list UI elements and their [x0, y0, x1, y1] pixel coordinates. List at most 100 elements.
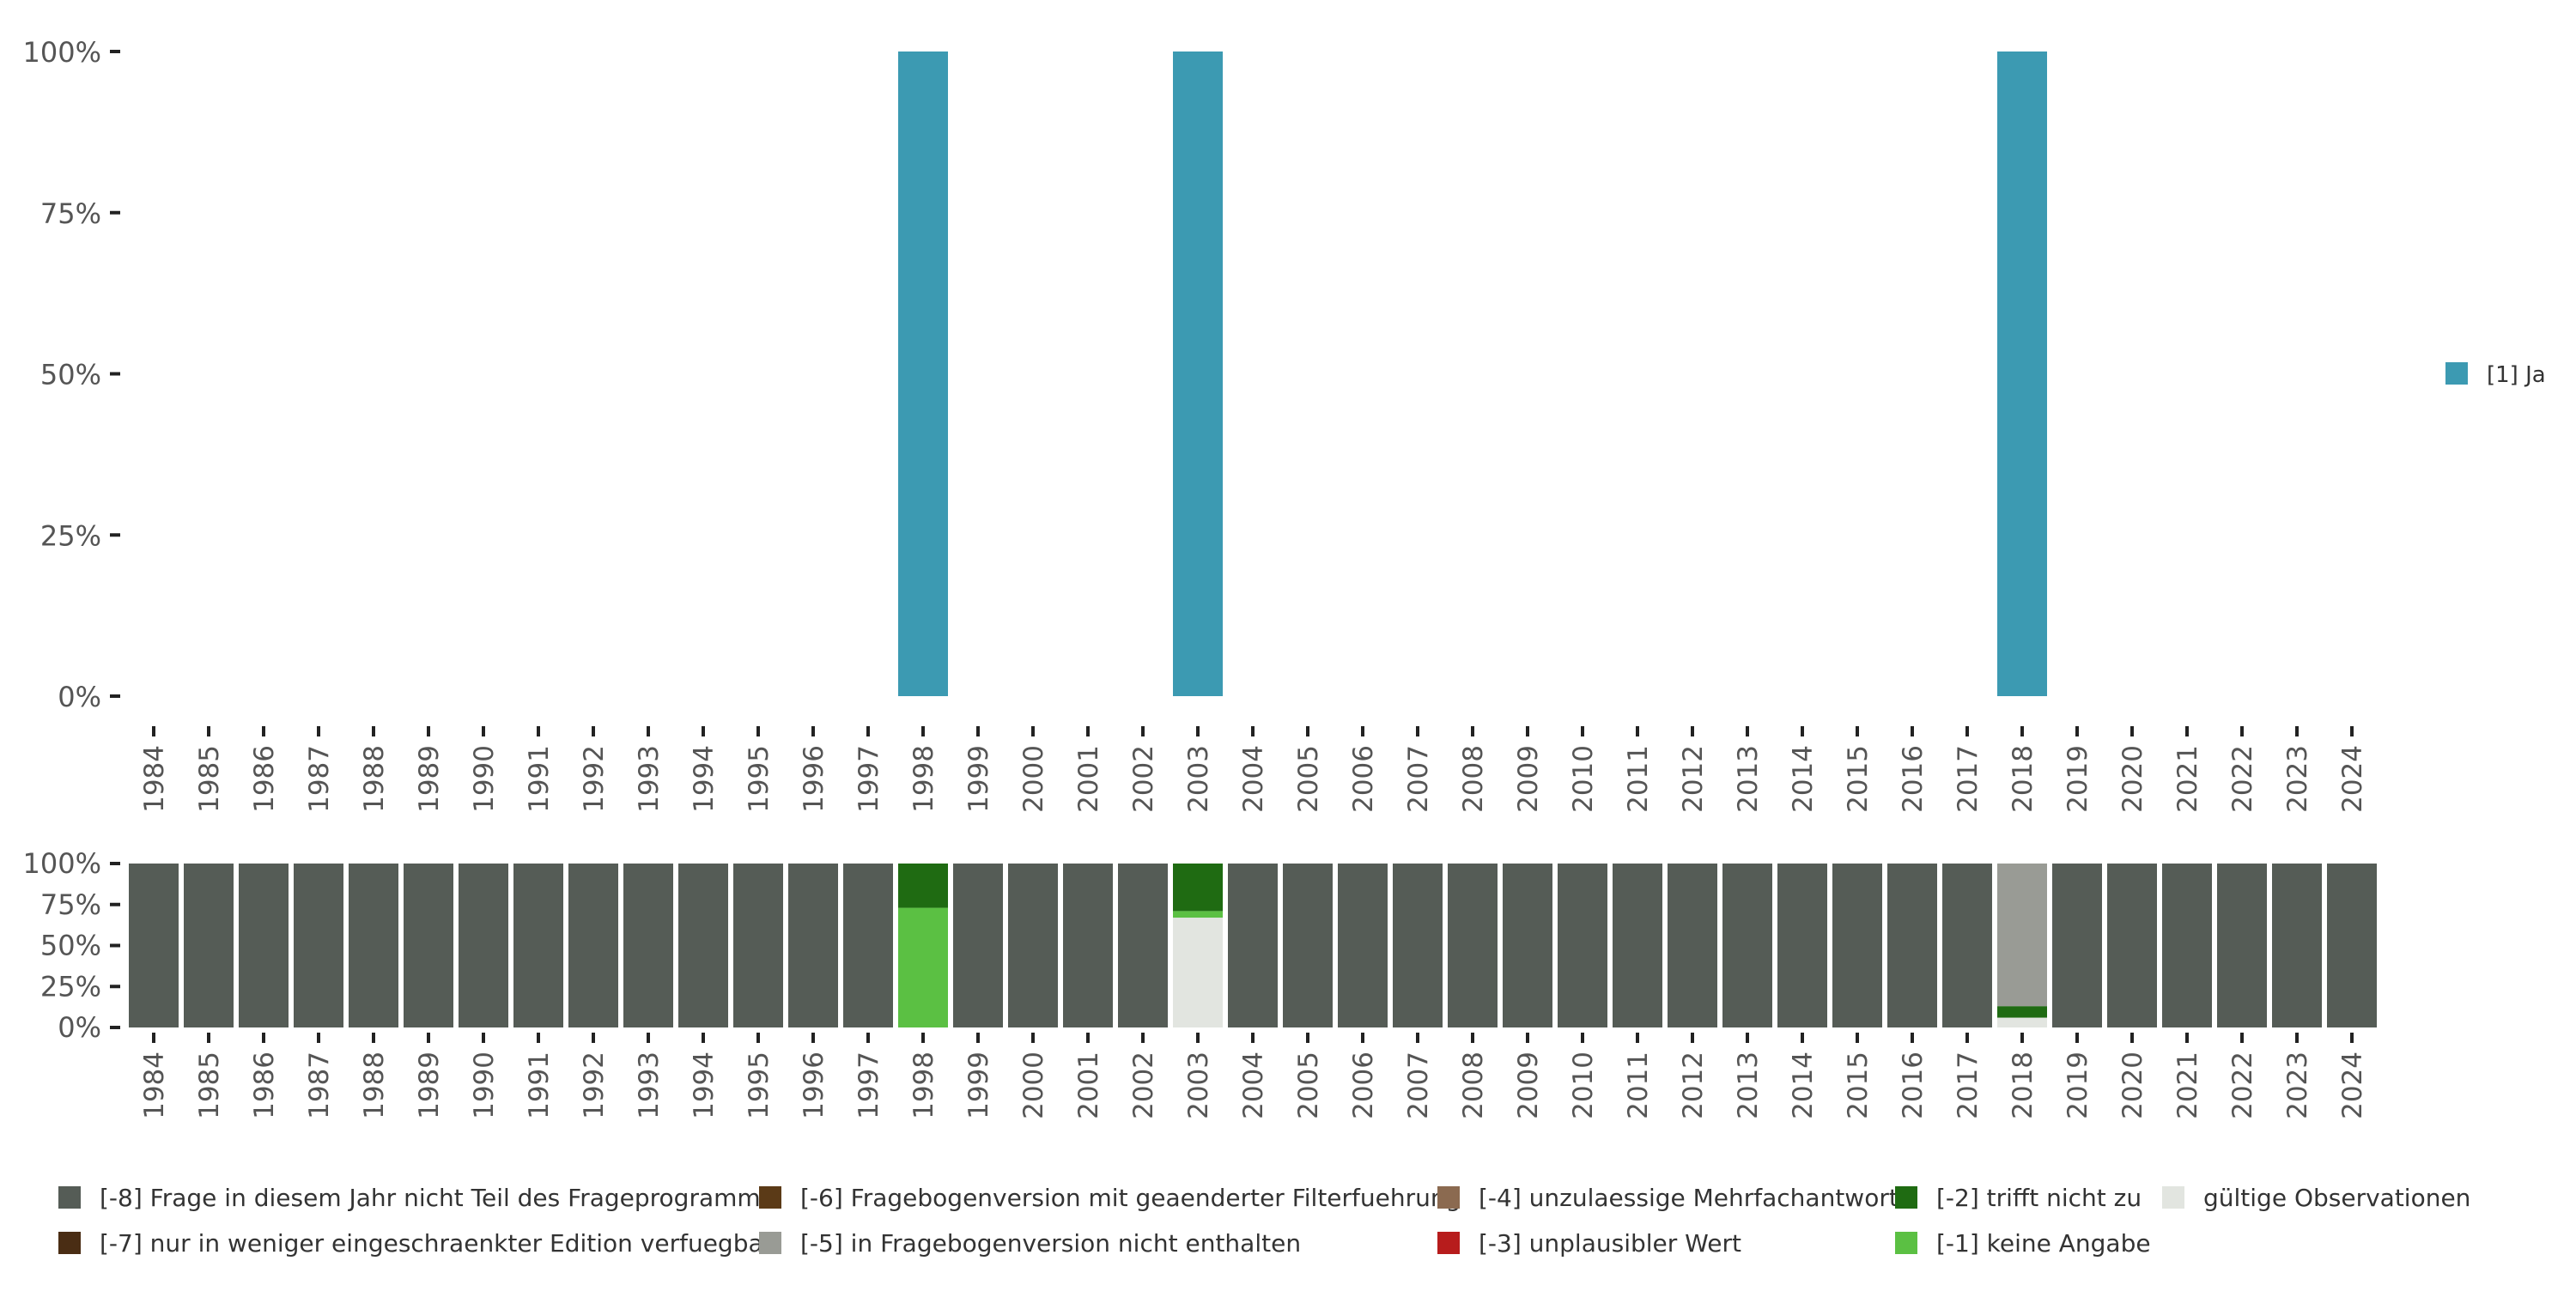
top-x-tick-label: 2010 — [1568, 745, 1599, 813]
top-x-tick-label: 2002 — [1128, 745, 1159, 813]
top-x-tick-label: 2007 — [1403, 745, 1434, 813]
bottom-x-tick-label: 2022 — [2227, 1052, 2258, 1119]
legend-label-m2: [-2] trifft nicht zu — [1936, 1184, 2142, 1212]
bottom-x-tick-label: 2014 — [1788, 1052, 1819, 1119]
bottom-x-tick-label: 2004 — [1238, 1052, 1269, 1119]
bottom-x-tick-label: 1990 — [469, 1052, 500, 1119]
bottom-x-tick-label: 2023 — [2282, 1052, 2313, 1119]
bottom-bar-1993-m8 — [623, 864, 673, 1027]
bottom-bar-2003-valid — [1173, 918, 1223, 1027]
bottom-bar-2014-m8 — [1777, 864, 1827, 1027]
bottom-x-tick-label: 2003 — [1183, 1052, 1214, 1119]
bottom-bar-2012-m8 — [1668, 864, 1717, 1027]
legend-label-m6: [-6] Fragebogenversion mit geaenderter F… — [800, 1184, 1461, 1212]
bottom-x-tick-label: 2016 — [1898, 1052, 1929, 1119]
top-x-tick-label: 2000 — [1018, 745, 1049, 813]
bottom-x-tick-label: 1998 — [908, 1052, 939, 1119]
top-x-tick-label: 1984 — [139, 745, 170, 813]
top-x-tick-label: 1999 — [963, 745, 994, 813]
bottom-bar-1992-m8 — [568, 864, 618, 1027]
bottom-bar-1984-m8 — [129, 864, 179, 1027]
bottom-bar-1996-m8 — [788, 864, 838, 1027]
bottom-legend: [-8] Frage in diesem Jahr nicht Teil des… — [58, 1184, 2470, 1258]
top-y-tick-label: 75% — [40, 197, 101, 230]
bottom-bar-2020-m8 — [2107, 864, 2157, 1027]
bottom-y-tick-label: 0% — [58, 1011, 101, 1044]
legend-label-m4: [-4] unzulaessige Mehrfachantwort — [1479, 1184, 1899, 1212]
bottom-x-axis: 1984 1985 1986 1987 1988 1989 1990 1991 1992 1993… — [139, 1033, 2368, 1119]
bottom-x-tick-label: 2012 — [1678, 1052, 1709, 1119]
legend-label-m8: [-8] Frage in diesem Jahr nicht Teil des… — [100, 1184, 773, 1212]
bottom-x-tick-label: 1987 — [304, 1052, 335, 1119]
bottom-bar-1991-m8 — [513, 864, 563, 1027]
legend-swatch-valid — [2162, 1186, 2184, 1209]
top-x-tick-label: 1995 — [744, 745, 775, 813]
top-x-tick-label: 2001 — [1073, 745, 1104, 813]
bottom-x-tick-label: 1988 — [359, 1052, 390, 1119]
top-x-tick-label: 2013 — [1733, 745, 1764, 813]
bottom-x-tick-label: 2009 — [1513, 1052, 1544, 1119]
top-x-tick-label: 2019 — [2063, 745, 2093, 813]
bottom-x-tick-label: 2015 — [1843, 1052, 1874, 1119]
bottom-bar-2015-m8 — [1832, 864, 1882, 1027]
top-x-tick-label: 2014 — [1788, 745, 1819, 813]
bottom-bar-1998-m2 — [898, 864, 948, 908]
top-bar-2018 — [1997, 52, 2047, 696]
bottom-x-tick-label: 1992 — [579, 1052, 610, 1119]
legend-swatch-m2 — [1895, 1186, 1917, 1209]
bottom-bar-1998-m1 — [898, 907, 948, 1027]
legend-swatch-m4 — [1437, 1186, 1460, 1209]
top-x-tick-label: 1988 — [359, 745, 390, 813]
top-x-tick-label: 2016 — [1898, 745, 1929, 813]
bottom-bar-2000-m8 — [1008, 864, 1058, 1027]
bottom-bar-1988-m8 — [349, 864, 398, 1027]
legend-swatch-m5 — [759, 1232, 781, 1254]
legend-swatch-m3 — [1437, 1232, 1460, 1254]
top-x-tick-label: 1985 — [194, 745, 225, 813]
bottom-bar-1990-m8 — [459, 864, 508, 1027]
bottom-bar-2002-m8 — [1118, 864, 1168, 1027]
bottom-x-tick-label: 2010 — [1568, 1052, 1599, 1119]
top-x-tick-label: 2003 — [1183, 745, 1214, 813]
bottom-bar-2004-m8 — [1228, 864, 1278, 1027]
bottom-x-tick-label: 2019 — [2063, 1052, 2093, 1119]
bottom-x-tick-label: 2002 — [1128, 1052, 1159, 1119]
bottom-y-tick-label: 50% — [40, 930, 101, 962]
top-y-tick-label: 50% — [40, 359, 101, 391]
top-x-tick-label: 1987 — [304, 745, 335, 813]
top-x-tick-label: 2020 — [2117, 745, 2148, 813]
bottom-bar-2017-m8 — [1942, 864, 1992, 1027]
top-x-tick-label: 2006 — [1348, 745, 1379, 813]
bottom-bar-2018-m5 — [1997, 864, 2047, 1007]
legend-label-m7: [-7] nur in weniger eingeschraenkter Edi… — [100, 1229, 774, 1258]
bottom-x-tick-label: 1984 — [139, 1052, 170, 1119]
bottom-bar-2016-m8 — [1887, 864, 1937, 1027]
bottom-bar-2003-m2 — [1173, 864, 1223, 912]
bottom-bar-1987-m8 — [294, 864, 343, 1027]
legend-label-valid: gültige Observationen — [2203, 1184, 2470, 1212]
top-x-tick-label: 2008 — [1458, 745, 1489, 813]
bottom-bar-1989-m8 — [404, 864, 453, 1027]
bottom-x-tick-label: 2018 — [2008, 1052, 2038, 1119]
bottom-bar-2019-m8 — [2052, 864, 2102, 1027]
bottom-bar-2010-m8 — [1558, 864, 1607, 1027]
bottom-bar-1995-m8 — [733, 864, 783, 1027]
top-legend: [1] Ja — [2445, 362, 2546, 388]
bottom-x-tick-label: 2008 — [1458, 1052, 1489, 1119]
bottom-y-tick-label: 75% — [40, 888, 101, 921]
top-x-tick-label: 2021 — [2172, 745, 2203, 813]
bottom-x-tick-label: 1989 — [414, 1052, 445, 1119]
bottom-bar-1999-m8 — [953, 864, 1003, 1027]
bottom-x-tick-label: 1999 — [963, 1052, 994, 1119]
bottom-bar-2006-m8 — [1338, 864, 1388, 1027]
bottom-bar-2007-m8 — [1393, 864, 1443, 1027]
bottom-bar-1997-m8 — [843, 864, 893, 1027]
bottom-x-tick-label: 1986 — [249, 1052, 280, 1119]
bottom-bar-2022-m8 — [2217, 864, 2267, 1027]
bottom-x-tick-label: 2013 — [1733, 1052, 1764, 1119]
bottom-bar-2009-m8 — [1503, 864, 1552, 1027]
top-x-tick-label: 1996 — [799, 745, 829, 813]
top-x-tick-label: 2015 — [1843, 745, 1874, 813]
top-chart: 0%25%50%75%100%1984 1985 1986 1987 1988 1989 1… — [23, 36, 2546, 813]
